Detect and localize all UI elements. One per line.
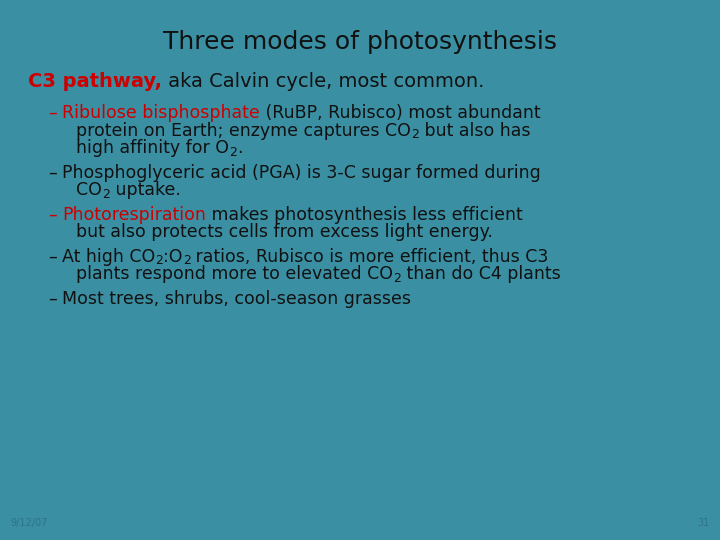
- Text: :O: :O: [163, 247, 183, 266]
- Text: Three modes of photosynthesis: Three modes of photosynthesis: [163, 30, 557, 54]
- Text: 31: 31: [698, 518, 710, 528]
- Text: than do C4 plants: than do C4 plants: [401, 265, 561, 283]
- Text: but also protects cells from excess light energy.: but also protects cells from excess ligh…: [76, 223, 493, 241]
- Text: plants respond more to elevated CO: plants respond more to elevated CO: [76, 265, 393, 283]
- Text: Ribulose bisphosphate: Ribulose bisphosphate: [62, 104, 260, 122]
- Text: 2: 2: [411, 129, 419, 141]
- Text: 2: 2: [229, 146, 237, 159]
- Text: 2: 2: [393, 272, 401, 285]
- Text: high affinity for O: high affinity for O: [76, 139, 229, 157]
- Text: uptake.: uptake.: [109, 181, 181, 199]
- Text: –: –: [48, 164, 57, 181]
- Text: –: –: [48, 206, 57, 224]
- Text: C3 pathway,: C3 pathway,: [28, 72, 162, 91]
- Text: CO: CO: [76, 181, 102, 199]
- Text: 9/12/07: 9/12/07: [10, 518, 48, 528]
- Text: At high CO: At high CO: [62, 247, 156, 266]
- Text: –: –: [48, 104, 57, 122]
- Text: makes photosynthesis less efficient: makes photosynthesis less efficient: [206, 206, 523, 224]
- Text: (RuBP, Rubisco) most abundant: (RuBP, Rubisco) most abundant: [260, 104, 541, 122]
- Text: 2: 2: [183, 254, 191, 267]
- Text: protein on Earth; enzyme captures CO: protein on Earth; enzyme captures CO: [76, 122, 411, 139]
- Text: 2: 2: [102, 188, 109, 201]
- Text: ratios, Rubisco is more efficient, thus C3: ratios, Rubisco is more efficient, thus …: [191, 247, 549, 266]
- Text: Most trees, shrubs, cool-season grasses: Most trees, shrubs, cool-season grasses: [62, 289, 411, 307]
- Text: –: –: [48, 289, 57, 307]
- Text: Phosphoglyceric acid (PGA) is 3-C sugar formed during: Phosphoglyceric acid (PGA) is 3-C sugar …: [62, 164, 541, 181]
- Text: –: –: [48, 247, 57, 266]
- Text: .: .: [237, 139, 243, 157]
- Text: Photorespiration: Photorespiration: [62, 206, 206, 224]
- Text: but also has: but also has: [419, 122, 530, 139]
- Text: aka Calvin cycle, most common.: aka Calvin cycle, most common.: [162, 72, 485, 91]
- Text: 2: 2: [156, 254, 163, 267]
